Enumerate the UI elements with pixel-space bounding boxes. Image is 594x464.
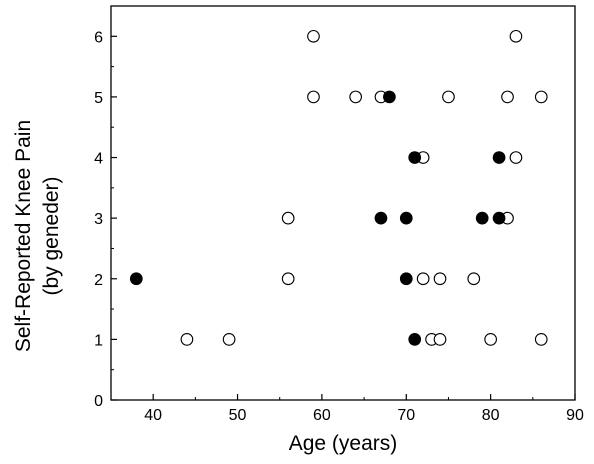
open-data-point xyxy=(222,333,236,346)
y-tick-label: 2 xyxy=(94,272,103,289)
open-data-point xyxy=(349,90,363,104)
x-tick-label: 70 xyxy=(397,407,415,424)
y-tick-label: 1 xyxy=(94,332,103,349)
y-axis-title-line-2: (by geneder) xyxy=(40,176,63,295)
open-data-point xyxy=(307,90,320,104)
y-axis-title-line-1: Self-Reported Knee Pain xyxy=(12,120,35,352)
y-tick-label: 6 xyxy=(94,29,103,46)
filled-data-point xyxy=(129,272,143,286)
x-axis-title: Age (years) xyxy=(289,432,398,455)
open-data-point xyxy=(433,333,447,346)
filled-data-point xyxy=(492,211,506,225)
x-tick-label: 40 xyxy=(144,407,162,424)
filled-data-point xyxy=(399,272,413,286)
x-tick-label: 60 xyxy=(313,407,331,424)
y-tick-label: 5 xyxy=(94,90,103,107)
open-data-point xyxy=(467,272,481,286)
filled-data-point xyxy=(374,211,388,225)
filled-data-point xyxy=(475,211,489,225)
y-tick-label: 4 xyxy=(94,151,103,168)
x-tick-label: 90 xyxy=(566,407,584,424)
open-data-point xyxy=(442,90,455,104)
open-data-point xyxy=(509,29,523,43)
open-data-point xyxy=(281,272,295,286)
data-points xyxy=(129,29,548,346)
open-data-point xyxy=(484,333,497,346)
open-data-point xyxy=(281,211,295,225)
open-data-point xyxy=(307,29,320,43)
filled-data-point xyxy=(408,151,422,164)
filled-data-point xyxy=(383,90,396,104)
y-tick-label: 0 xyxy=(94,393,103,410)
open-data-point xyxy=(534,90,548,104)
filled-data-point xyxy=(399,211,413,225)
open-data-point xyxy=(509,151,523,164)
open-data-point xyxy=(433,272,447,286)
plot-frame xyxy=(110,5,576,401)
filled-data-point xyxy=(492,151,506,164)
filled-data-point xyxy=(408,333,422,346)
open-data-point xyxy=(416,272,430,286)
open-data-point xyxy=(180,333,194,346)
open-data-point xyxy=(534,333,548,346)
tick-labels: 40 50 60 70 80 90 0 1 2 3 4 5 6 xyxy=(94,29,584,424)
open-data-point xyxy=(501,90,514,104)
x-tick-label: 50 xyxy=(229,407,247,424)
x-tick-label: 80 xyxy=(482,407,500,424)
y-tick-label: 3 xyxy=(94,211,103,228)
